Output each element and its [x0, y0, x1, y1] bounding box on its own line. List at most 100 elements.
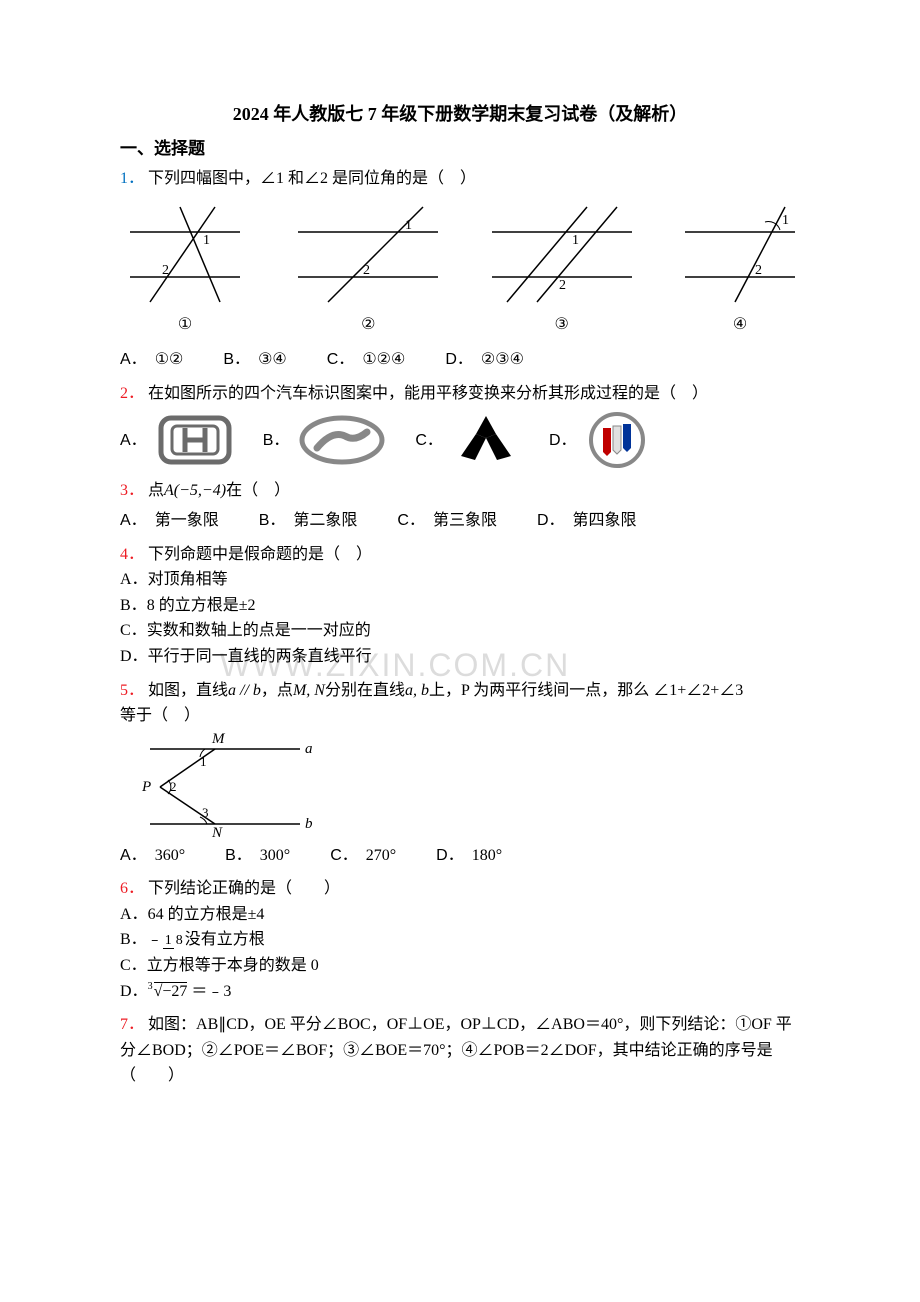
q6-opt-a: A．64 的立方根是±4 [120, 902, 800, 928]
q4-text: 下列命题中是假命题的是（ ） [148, 542, 372, 568]
svg-text:1: 1 [572, 233, 579, 248]
q3-opt-a: 第一象限 [155, 508, 219, 534]
q3-opt-b: 第二象限 [293, 508, 357, 534]
q1-fig-3: 1 2 ③ [487, 202, 637, 338]
q4-number: 4． [120, 542, 144, 568]
q1-opt-d: ②③④ [481, 347, 524, 373]
q3-options: A． 第一象限 B． 第二象限 C． 第三象限 D． 第四象限 [120, 508, 800, 534]
q5-opt-d-label: D． [436, 843, 464, 869]
svg-text:2: 2 [755, 263, 762, 278]
q1-text: 下列四幅图中，∠1 和∠2 是同位角的是（ ） [148, 166, 476, 192]
q1-options: A． ①② B． ③④ C． ①②④ D． ②③④ [120, 347, 800, 373]
svg-text:1: 1 [782, 213, 789, 228]
q5-mid2: 分别在直线 [325, 678, 405, 704]
q1-fig-4-label: ④ [680, 312, 800, 338]
svg-text:1: 1 [200, 754, 207, 769]
q5-opt-c-label: C． [330, 843, 358, 869]
q1-fig-2-label: ② [293, 312, 443, 338]
mitsubishi-logo-icon [451, 412, 521, 468]
q5-math1: a // b [228, 678, 261, 704]
q1-fig-4: 1 2 ④ [680, 202, 800, 338]
q5-text-pre: 如图，直线 [148, 678, 228, 704]
q1-number: 1． [120, 166, 144, 192]
svg-text:2: 2 [363, 263, 370, 278]
q1-fig-1: 1 2 ① [120, 202, 250, 338]
q1-opt-a: ①② [155, 347, 184, 373]
q2-opt-d-label: D． [549, 428, 577, 454]
q3-opt-a-label: A． [120, 508, 147, 534]
q1-fig-1-label: ① [120, 312, 250, 338]
q5-opt-b: 300° [260, 843, 290, 869]
section-title: 一、选择题 [120, 135, 800, 162]
q3-opt-c-label: C． [397, 508, 425, 534]
q1-fig-2: 1 2 ② [293, 202, 443, 338]
question-3: 3． 点 A(−5,−4) 在（ ） A． 第一象限 B． 第二象限 C． 第三象限 … [120, 478, 800, 533]
q3-opt-d-label: D． [537, 508, 565, 534]
angle-figure-2: 1 2 [293, 202, 443, 312]
q3-text-pre: 点 [148, 478, 164, 504]
q5-figure: M a N b P 1 2 3 [120, 729, 320, 839]
angle-figure-1: 1 2 [120, 202, 250, 312]
q6-opt-c: C．立方根等于本身的数是 0 [120, 953, 800, 979]
svg-text:N: N [211, 825, 223, 839]
q6-text: 下列结论正确的是（ ） [148, 876, 340, 902]
q4-opt-a: A．对顶角相等 [120, 567, 800, 593]
angle-figure-4: 1 2 [680, 202, 800, 312]
buick-logo-icon [585, 410, 649, 470]
svg-text:a: a [305, 741, 313, 757]
question-1: 1． 下列四幅图中，∠1 和∠2 是同位角的是（ ） 1 2 ① [120, 166, 800, 373]
q1-opt-c-label: C． [327, 347, 355, 373]
q6-number: 6． [120, 876, 144, 902]
q4-opt-b: B．8 的立方根是±2 [120, 593, 800, 619]
q5-math2: M, N [293, 678, 325, 704]
q2-opt-c-label: C． [415, 428, 443, 454]
q5-opt-d: 180° [472, 843, 502, 869]
question-5: 5． 如图，直线 a // b ，点 M, N 分别在直线 a, b 上，P 为… [120, 678, 800, 869]
svg-text:2: 2 [162, 263, 169, 278]
hyundai-logo-icon [297, 412, 387, 468]
svg-text:2: 2 [559, 278, 566, 293]
svg-text:P: P [141, 779, 151, 795]
svg-text:3: 3 [202, 805, 209, 820]
svg-text:1: 1 [203, 233, 210, 248]
question-7: 7．如图：AB∥CD，OE 平分∠BOC，OF⊥OE，OP⊥CD，∠ABO＝40… [120, 1012, 800, 1089]
exam-title: 2024 年人教版七 7 年级下册数学期末复习试卷（及解析） [120, 100, 800, 129]
q3-number: 3． [120, 478, 144, 504]
q2-opt-a-label: A． [120, 428, 147, 454]
q7-text: 如图：AB∥CD，OE 平分∠BOC，OF⊥OE，OP⊥CD，∠ABO＝40°，… [120, 1016, 792, 1084]
q1-opt-b-label: B． [223, 347, 250, 373]
question-4: 4． 下列命题中是假命题的是（ ） A．对顶角相等 B．8 的立方根是±2 C．… [120, 542, 800, 670]
angle-figure-3: 1 2 [487, 202, 637, 312]
q2-text: 在如图所示的四个汽车标识图案中，能用平移变换来分析其形成过程的是（ ） [148, 381, 708, 407]
q5-mid1: ，点 [261, 678, 293, 704]
question-2: 2． 在如图所示的四个汽车标识图案中，能用平移变换来分析其形成过程的是（ ） A… [120, 381, 800, 471]
q3-text-post: 在（ ） [226, 478, 290, 504]
q2-options: A． B． C． [120, 410, 800, 470]
honda-logo-icon [155, 412, 235, 468]
q3-opt-d: 第四象限 [573, 508, 637, 534]
q5-opt-c: 270° [366, 843, 396, 869]
q4-opt-c: C．实数和数轴上的点是一一对应的 [120, 618, 800, 644]
svg-text:M: M [211, 731, 226, 747]
q7-number: 7． [120, 1016, 144, 1033]
q5-math3: a, b [405, 678, 429, 704]
q6-opt-d: D．3√−27 ＝﹣3 [120, 979, 800, 1005]
q1-opt-d-label: D． [445, 347, 473, 373]
q5-opt-b-label: B． [225, 843, 252, 869]
svg-text:2: 2 [170, 779, 177, 794]
q6-opt-b: B．﹣18没有立方根 [120, 927, 800, 953]
q1-opt-a-label: A． [120, 347, 147, 373]
q3-math: A(−5,−4) [164, 478, 226, 504]
q1-opt-c: ①②④ [362, 347, 405, 373]
q2-number: 2． [120, 381, 144, 407]
question-6: 6． 下列结论正确的是（ ） A．64 的立方根是±4 B．﹣18没有立方根 C… [120, 876, 800, 1004]
q4-opt-d: D．平行于同一直线的两条直线平行 [120, 644, 800, 670]
svg-text:1: 1 [405, 218, 412, 233]
q1-opt-b: ③④ [258, 347, 287, 373]
page-content: 2024 年人教版七 7 年级下册数学期末复习试卷（及解析） 一、选择题 1． … [120, 100, 800, 1089]
q3-opt-c: 第三象限 [433, 508, 497, 534]
q5-opt-a-label: A． [120, 843, 147, 869]
q3-opt-b-label: B． [259, 508, 286, 534]
q5-number: 5． [120, 678, 144, 704]
q5-text-post: 等于（ ） [120, 703, 800, 729]
